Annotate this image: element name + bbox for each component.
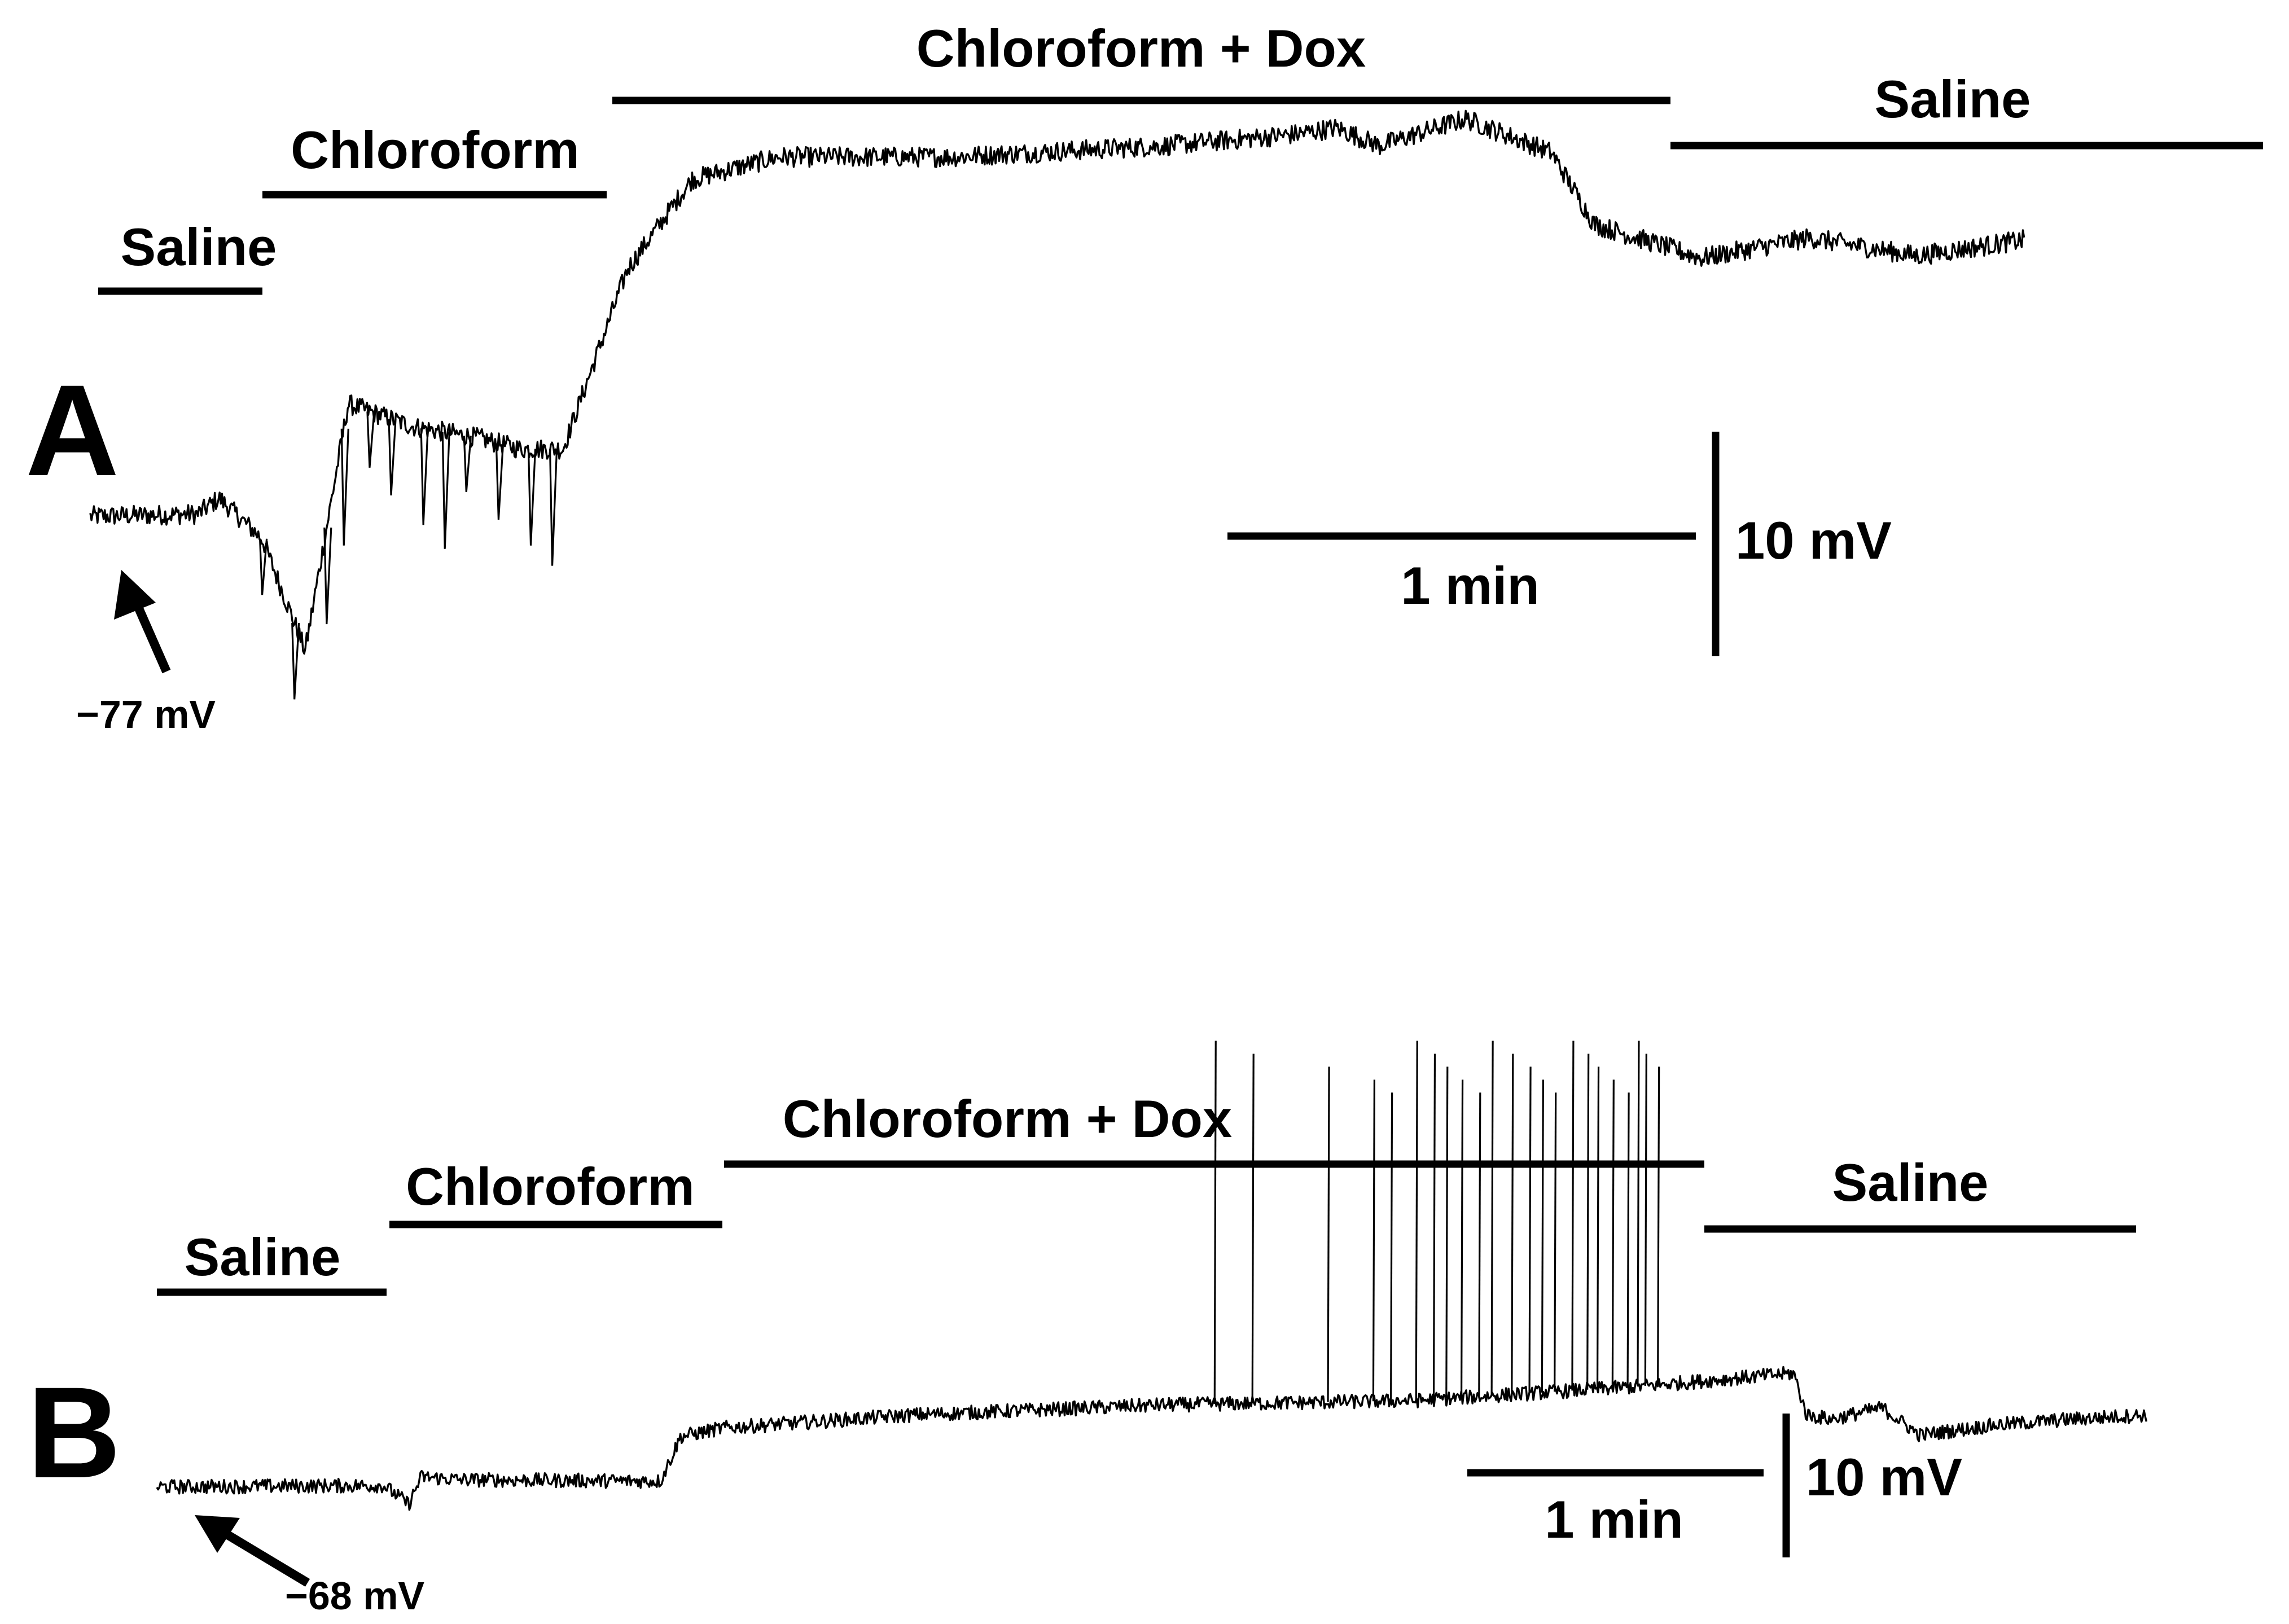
panel-a-rest-potential: −77 mV [76, 692, 216, 736]
panel-b-action-potential [1657, 1066, 1660, 1385]
panel-b: B Saline Chloroform Chloroform + Dox Sal… [27, 1041, 2148, 1618]
panel-b-action-potential [1415, 1041, 1418, 1401]
panel-b-action-potential [1596, 1066, 1600, 1389]
panel-b-action-potential [1478, 1092, 1481, 1397]
panel-b-action-potential [1554, 1092, 1557, 1392]
panel-b-action-potential [1637, 1041, 1640, 1387]
panel-b-label-chloroform-dox: Chloroform + Dox [783, 1089, 1232, 1148]
panel-b-action-potential [1251, 1054, 1255, 1403]
panel-b-rest-arrow-icon [195, 1515, 310, 1587]
panel-a-scale-voltage-label: 10 mV [1735, 511, 1892, 570]
panel-a-voltage-trace [89, 109, 2025, 655]
panel-a-transient [495, 443, 504, 520]
panel-b-action-potential [1541, 1079, 1544, 1393]
panel-a-transient [463, 436, 472, 493]
panel-a-transient [420, 428, 429, 525]
panel-letter-a: A [25, 358, 119, 503]
panel-a-label-saline-2: Saline [1875, 69, 2031, 129]
panel-letter-b: B [27, 1360, 121, 1505]
panel-a-label-saline-1: Saline [121, 217, 277, 276]
panel-a-scale-time-label: 1 min [1401, 556, 1540, 615]
panel-b-rest-potential: −68 mV [285, 1574, 424, 1618]
panel-b-voltage-trace [156, 1366, 2148, 1511]
panel-b-scale-time-label: 1 min [1545, 1490, 1683, 1549]
panel-a-transient [258, 538, 268, 595]
panel-a-transient [323, 527, 332, 625]
panel-b-action-potential [1528, 1066, 1532, 1394]
panel-a-transient [291, 622, 300, 700]
panel-b-action-potential [1611, 1079, 1615, 1388]
panel-b-action-potential [1571, 1041, 1575, 1391]
panel-b-action-potential [1213, 1041, 1217, 1404]
panel-b-action-potential [1327, 1066, 1330, 1402]
panel-a-transient [549, 449, 558, 566]
panel-a: A Saline Chloroform Chloroform + Dox Sal… [25, 19, 2263, 736]
panel-b-label-chloroform: Chloroform [406, 1157, 695, 1216]
panel-b-action-potential [1432, 1054, 1436, 1400]
panel-b-action-potential [1372, 1079, 1375, 1402]
panel-b-action-potentials [1213, 1041, 1660, 1404]
panel-b-action-potential [1626, 1092, 1630, 1388]
panel-b-action-potential [1460, 1079, 1464, 1398]
panel-b-action-potential [1390, 1092, 1393, 1401]
panel-a-label-chloroform-dox: Chloroform + Dox [917, 19, 1366, 78]
panel-b-action-potential [1644, 1054, 1647, 1386]
panel-a-transient [441, 432, 450, 549]
panel-a-label-chloroform: Chloroform [291, 120, 580, 179]
panel-a-transient [366, 411, 375, 468]
panel-a-transients [258, 411, 558, 700]
panel-b-scale-voltage-label: 10 mV [1806, 1447, 1962, 1507]
panel-b-action-potential [1511, 1054, 1514, 1395]
panel-a-transient [388, 419, 397, 495]
panel-b-label-saline-2: Saline [1832, 1153, 1989, 1212]
panel-b-label-saline-1: Saline [185, 1227, 341, 1287]
panel-b-action-potential [1586, 1054, 1590, 1390]
panel-a-rest-arrow-icon [114, 570, 171, 674]
panel-b-action-potential [1490, 1041, 1494, 1396]
panel-a-transient [527, 449, 537, 546]
panel-b-action-potential [1445, 1066, 1449, 1399]
panel-a-transient [340, 428, 349, 546]
